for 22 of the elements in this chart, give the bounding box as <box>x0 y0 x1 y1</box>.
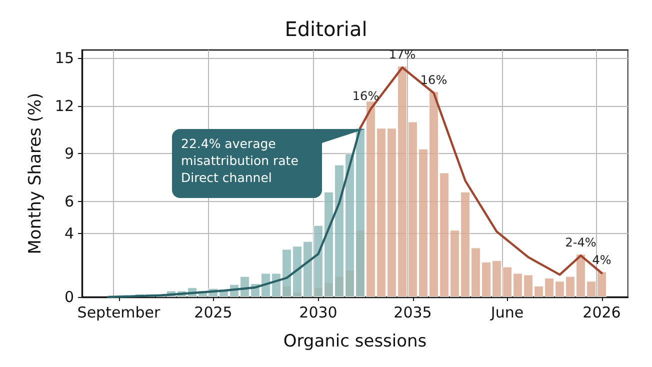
y-tick-label: 6 <box>64 192 74 210</box>
annotation: 16% <box>352 88 380 103</box>
y-axis-title: Monthy Shares (%) <box>26 92 46 254</box>
x-tick-label: 2026 <box>582 304 621 322</box>
y-tick-label: 12 <box>54 96 74 115</box>
annotation: 4% <box>592 253 612 268</box>
chart-title: Editorial <box>284 17 368 41</box>
y-tick-label: 9 <box>64 144 74 163</box>
y-tick-label: 15 <box>54 48 74 67</box>
x-tick-label: 2030 <box>299 304 338 322</box>
annotation: 2-4% <box>565 236 596 250</box>
x-tick-label: 2035 <box>394 304 432 322</box>
annotation: 17% <box>388 48 416 62</box>
x-tick-label: September <box>77 304 162 322</box>
annotation: 16% <box>420 73 448 88</box>
x-tick-label: 2025 <box>194 304 232 322</box>
x-tick-label: June <box>490 304 524 322</box>
y-tick-label: 4 <box>64 224 74 242</box>
x-axis-title: Organic sessions <box>283 332 427 352</box>
callout: 22.4% average misattribution rate Direct channel <box>172 129 366 198</box>
y-tick-label: 0 <box>64 288 74 306</box>
annotation: 22.4% average misattribution rate Direct channel <box>181 135 298 186</box>
